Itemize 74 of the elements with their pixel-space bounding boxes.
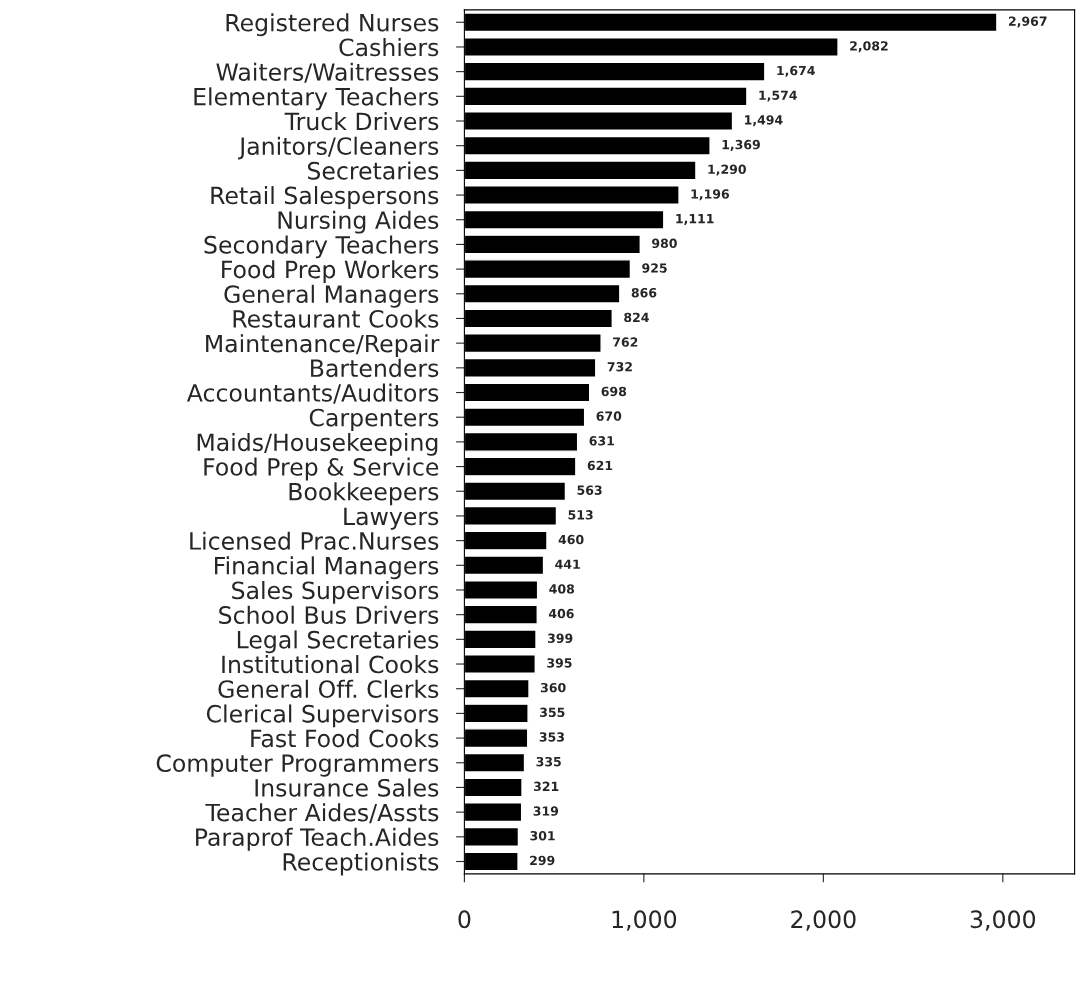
y-tick-label: Truck Drivers <box>284 112 439 131</box>
y-tick-label: Fast Food Cooks <box>251 729 439 748</box>
data-label: 762 <box>613 337 638 347</box>
y-tick-label: Teacher Aides/Assts <box>205 803 439 824</box>
data-label: 395 <box>547 658 572 668</box>
y-tick-label: Lawyers <box>344 507 439 530</box>
y-tick-label: Food Prep Workers <box>222 260 439 283</box>
x-tick-label: 2,000 <box>791 910 856 931</box>
data-label: 1,574 <box>759 90 797 102</box>
y-tick-label: Secondary Teachers <box>204 235 439 259</box>
y-tick-label: Restaurant Cooks <box>233 309 439 328</box>
data-label: 866 <box>631 287 657 298</box>
data-label: 319 <box>533 806 559 816</box>
y-tick-label: Computer Programmers <box>156 754 439 777</box>
y-tick-label: Food Prep & Service <box>204 457 439 481</box>
data-label: 408 <box>549 584 575 594</box>
data-label: 321 <box>533 781 559 792</box>
data-label: 621 <box>587 460 613 471</box>
y-tick-label: Bartenders <box>311 358 439 378</box>
data-label: 1,111 <box>676 214 714 225</box>
y-tick-label: Maids/Housekeeping <box>197 432 438 456</box>
data-label: 1,196 <box>691 189 730 201</box>
data-label: 1,290 <box>708 164 746 176</box>
y-tick-label: Insurance Sales <box>255 778 439 797</box>
data-label: 360 <box>540 682 566 693</box>
y-tick-label: Cashiers <box>339 37 439 57</box>
y-tick-label: Paraprof Teach.Aides <box>196 827 439 851</box>
data-label: 299 <box>530 855 555 866</box>
y-tick-label: Nursing Aides <box>278 210 439 234</box>
data-label: 732 <box>607 362 632 372</box>
data-label: 631 <box>589 436 614 446</box>
data-label: 563 <box>577 485 602 495</box>
data-label: 2,967 <box>1008 16 1047 28</box>
data-label: 670 <box>596 411 622 421</box>
data-label: 824 <box>624 312 649 323</box>
data-label: 925 <box>642 263 667 273</box>
y-tick-label: Sales Supervisors <box>232 581 439 604</box>
y-tick-label: Maintenance/Repair <box>206 334 440 358</box>
y-tick-label: Receptionists <box>283 852 439 876</box>
y-tick-label: Institutional Cooks <box>222 655 439 674</box>
y-tick-label: Legal Secretaries <box>237 630 439 654</box>
data-label: 301 <box>530 830 555 841</box>
y-tick-label: Waiters/Waitresses <box>216 62 439 83</box>
y-tick-label: General Off. Clerks <box>218 679 439 699</box>
y-tick-label: Accountants/Auditors <box>186 383 439 404</box>
y-tick-label: Secretaries <box>307 161 439 180</box>
data-label: 980 <box>652 238 677 249</box>
data-label: 2,082 <box>850 41 888 53</box>
y-tick-label: Elementary Teachers <box>194 87 439 111</box>
data-label: 399 <box>547 633 573 643</box>
y-tick-label: Clerical Supervisors <box>206 704 439 728</box>
data-label: 353 <box>539 732 564 742</box>
data-label: 513 <box>568 510 593 520</box>
x-tick-label: 0 <box>458 910 471 929</box>
data-label: 1,369 <box>722 139 760 151</box>
y-tick-label: Licensed Prac.Nurses <box>190 531 439 550</box>
y-tick-label: Bookkeepers <box>289 482 439 506</box>
data-label: 698 <box>601 386 627 397</box>
data-label: 441 <box>555 559 580 569</box>
y-tick-label: Retail Salespersons <box>211 186 439 209</box>
y-tick-label: Carpenters <box>309 408 439 432</box>
x-tick-label: 3,000 <box>970 910 1036 931</box>
data-label: 406 <box>548 608 574 619</box>
y-tick-label: Janitors/Cleaners <box>238 136 439 160</box>
y-tick-label: Financial Managers <box>215 556 439 580</box>
data-label: 355 <box>540 707 565 718</box>
y-tick-label: General Managers <box>224 284 439 308</box>
data-label: 335 <box>536 756 561 767</box>
x-tick-label: 1,000 <box>612 910 677 931</box>
data-label: 1,494 <box>745 115 783 127</box>
data-label: 1,674 <box>777 65 815 77</box>
data-label: 460 <box>558 534 584 545</box>
y-tick-label: School Bus Drivers <box>219 605 439 624</box>
y-tick-label: Registered Nurses <box>226 13 439 37</box>
